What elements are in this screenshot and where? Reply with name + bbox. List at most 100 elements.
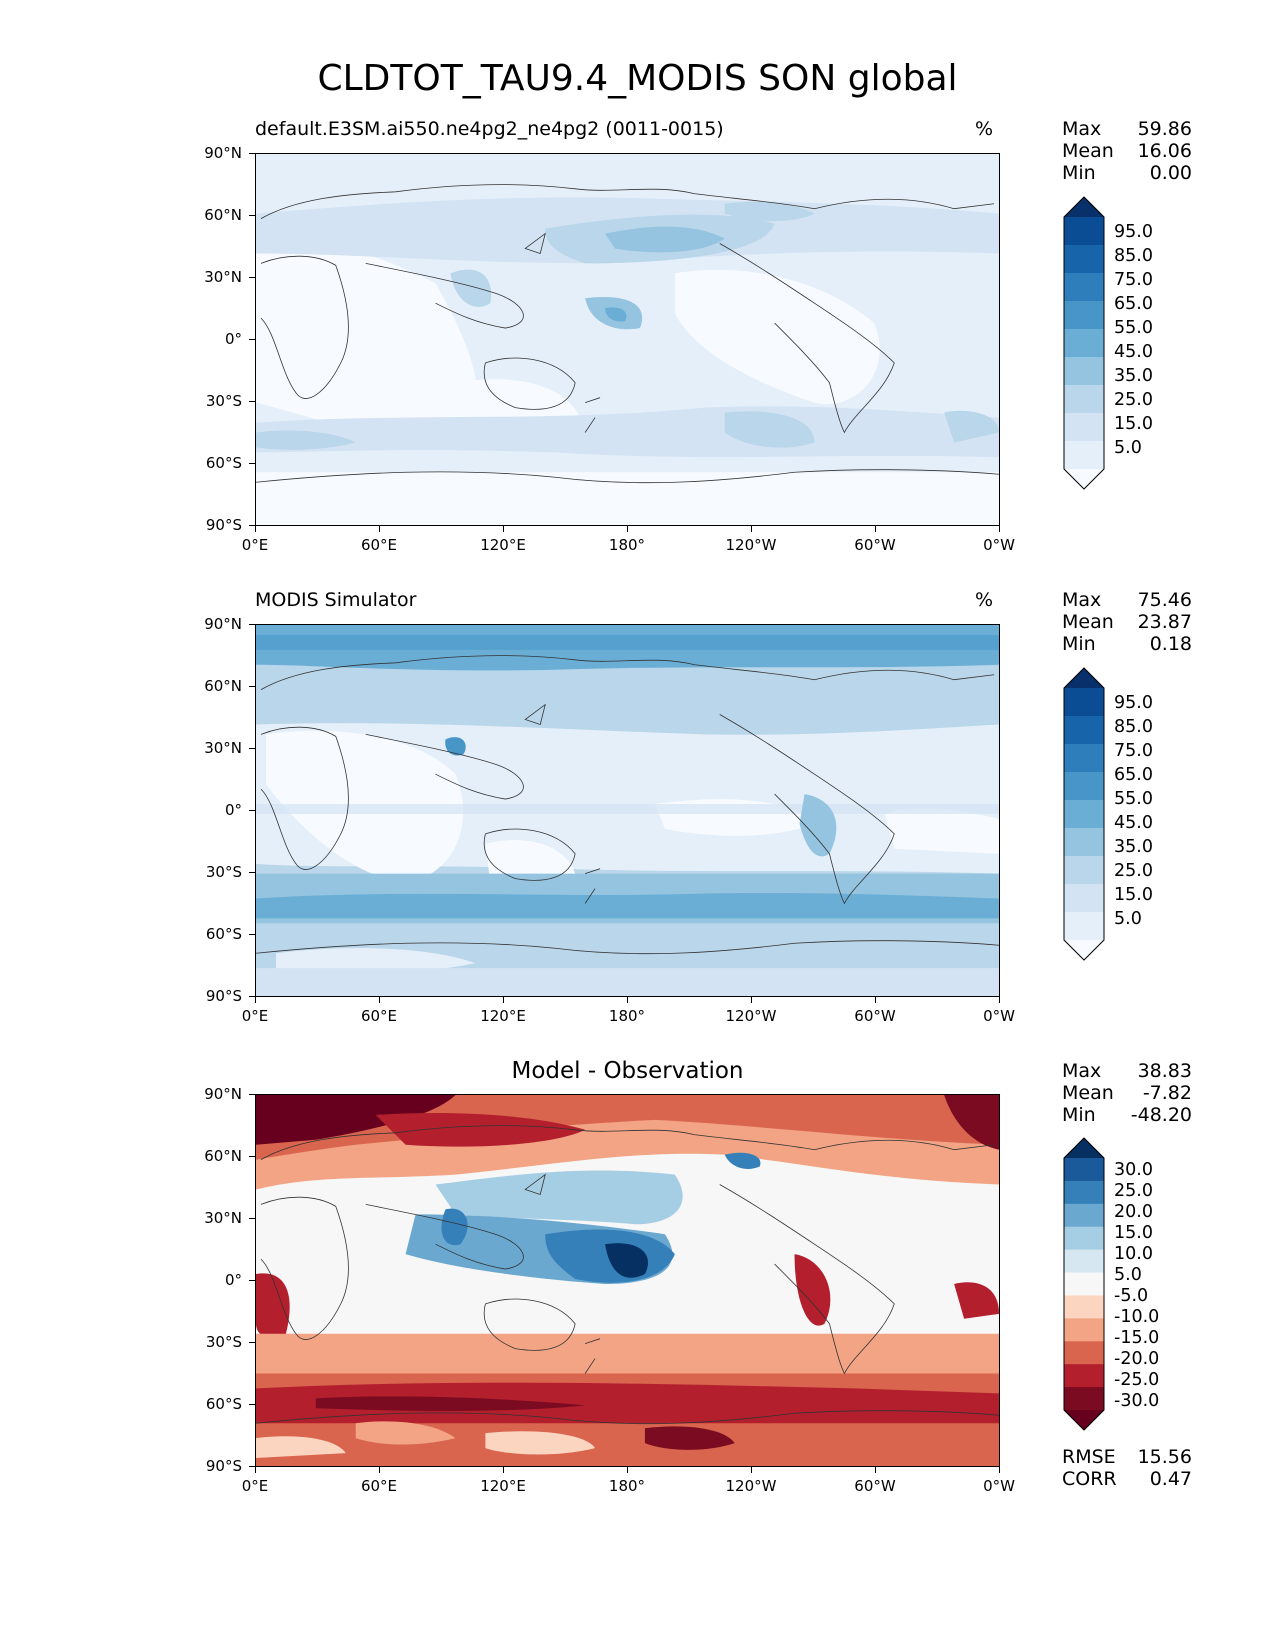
tick	[503, 997, 505, 1003]
colorbar-label: -25.0	[1114, 1370, 1160, 1390]
tick	[255, 526, 257, 532]
colorbar-label: 85.0	[1114, 246, 1153, 266]
colorbar-segment	[1064, 716, 1104, 745]
tick	[249, 810, 255, 812]
tick	[875, 997, 877, 1003]
lat-tick-label: 30°S	[205, 1333, 242, 1351]
lat-tick-label: 30°S	[205, 863, 242, 881]
tick	[875, 526, 877, 532]
colorbar-label: 45.0	[1114, 342, 1153, 362]
colorbar-segment	[1064, 856, 1104, 885]
lat-tick-label: 90°N	[204, 144, 242, 162]
tick	[255, 1467, 257, 1473]
lon-tick-label: 0°E	[241, 1477, 269, 1495]
stat-value: 0.00	[1149, 162, 1192, 184]
colorbar-segment	[1064, 1318, 1104, 1342]
colorbar-segment	[1064, 1249, 1104, 1274]
colorbar-segment	[1064, 744, 1104, 773]
tick	[249, 463, 255, 465]
lat-tick-label: 60°N	[204, 677, 242, 695]
stat-value: -48.20	[1130, 1104, 1192, 1126]
lon-tick-label: 60°W	[854, 1477, 896, 1495]
stat-label: Max	[1062, 1060, 1102, 1082]
lon-tick-label: 0°W	[983, 536, 1015, 554]
coastline-overlay	[256, 655, 999, 955]
colorbar	[1063, 196, 1105, 490]
colorbar-segment	[1064, 385, 1104, 414]
colorbar-segment	[1064, 1180, 1104, 1205]
lon-tick-label: 120°E	[480, 536, 526, 554]
rmse-value: 15.56	[1137, 1446, 1192, 1468]
colorbar-label: 25.0	[1114, 1181, 1153, 1201]
tick	[255, 997, 257, 1003]
lat-tick-label: 0°	[224, 330, 242, 348]
lon-tick-label: 120°W	[725, 536, 777, 554]
lat-tick-label: 30°S	[205, 392, 242, 410]
stat-value: 75.46	[1137, 589, 1192, 611]
colorbar-label: 45.0	[1114, 813, 1153, 833]
tick	[875, 1467, 877, 1473]
lat-tick-label: 60°S	[205, 454, 242, 472]
stat-value: 0.18	[1149, 633, 1192, 655]
stat-value: 59.86	[1137, 118, 1192, 140]
colorbar-label: 75.0	[1114, 741, 1153, 761]
colorbar-segment	[1064, 828, 1104, 857]
stats-box: Max 38.83 Mean -7.82 Min -48.20	[1062, 1060, 1192, 1126]
colorbar-extend-top	[1064, 668, 1104, 688]
stats-box: Max 59.86 Mean 16.06 Min 0.00	[1062, 118, 1192, 184]
colorbar-segment	[1064, 329, 1104, 358]
colorbar-label: 95.0	[1114, 693, 1153, 713]
colorbar-label: 15.0	[1114, 885, 1153, 905]
stat-label: Min	[1062, 162, 1096, 184]
stat-label: Mean	[1062, 611, 1114, 633]
colorbar-extend-top	[1064, 197, 1104, 217]
colorbar-segment	[1064, 772, 1104, 801]
colorbar-segment	[1064, 800, 1104, 829]
tick	[249, 339, 255, 341]
colorbar-outline	[1063, 667, 1105, 961]
stat-value: 23.87	[1137, 611, 1192, 633]
colorbar-label: 5.0	[1114, 438, 1142, 458]
tick	[503, 1467, 505, 1473]
lon-tick-label: 60°W	[854, 536, 896, 554]
tick	[249, 1404, 255, 1406]
stat-label: Min	[1062, 633, 1096, 655]
colorbar-label: 20.0	[1114, 1202, 1153, 1222]
stat-value: 16.06	[1137, 140, 1192, 162]
lat-tick-label: 60°S	[205, 925, 242, 943]
panel-title-center: Model - Observation	[511, 1058, 744, 1084]
tick	[249, 1280, 255, 1282]
colorbar-extend-top	[1064, 1138, 1104, 1158]
corr-label: CORR	[1062, 1468, 1117, 1490]
figure-title: CLDTOT_TAU9.4_MODIS SON global	[317, 58, 958, 99]
stats-box: Max 75.46 Mean 23.87 Min 0.18	[1062, 589, 1192, 655]
colorbar-label: 65.0	[1114, 294, 1153, 314]
colorbar-segment	[1064, 1203, 1104, 1228]
tick	[249, 1094, 255, 1096]
stat-label: Mean	[1062, 140, 1114, 162]
colorbar-extend-bottom	[1064, 1410, 1104, 1430]
colorbar-extend-bottom	[1064, 940, 1104, 960]
stat-value: 38.83	[1137, 1060, 1192, 1082]
tick	[379, 1467, 381, 1473]
lat-tick-label: 90°S	[205, 1457, 242, 1475]
stat-value: -7.82	[1142, 1082, 1192, 1104]
coastline-overlay	[256, 1125, 999, 1425]
colorbar-segment	[1064, 441, 1104, 470]
colorbar-label: 65.0	[1114, 765, 1153, 785]
colorbar-segment	[1064, 301, 1104, 330]
lon-tick-label: 0°E	[241, 536, 269, 554]
lon-tick-label: 120°E	[480, 1007, 526, 1025]
tick	[249, 525, 255, 527]
colorbar-label: -15.0	[1114, 1328, 1160, 1348]
tick	[379, 526, 381, 532]
colorbar-label: -10.0	[1114, 1307, 1160, 1327]
tick	[627, 997, 629, 1003]
tick	[249, 934, 255, 936]
tick	[249, 215, 255, 217]
map-difference	[255, 1094, 1000, 1467]
lon-tick-label: 60°W	[854, 1007, 896, 1025]
lat-tick-label: 90°S	[205, 516, 242, 534]
colorbar-label: 55.0	[1114, 789, 1153, 809]
lat-tick-label: 60°S	[205, 1395, 242, 1413]
